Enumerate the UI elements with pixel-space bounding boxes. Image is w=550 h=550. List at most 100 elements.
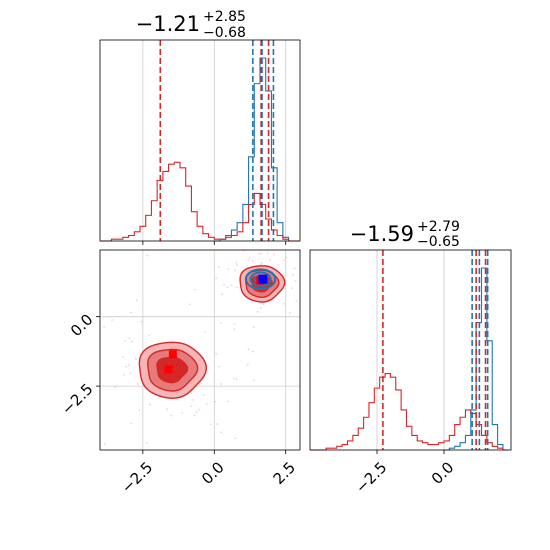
sample-point xyxy=(292,273,294,276)
blue-marker xyxy=(258,274,268,284)
sample-point xyxy=(111,319,114,321)
title-sup-1: +2.85 xyxy=(203,9,246,25)
sample-point xyxy=(215,277,218,280)
sample-point xyxy=(233,322,236,325)
red-marker-1 xyxy=(164,365,173,374)
hist-blue-series xyxy=(444,267,504,451)
title-sub-1: −0.68 xyxy=(203,25,246,41)
contour-panel-bottom-left: −2.5 0.0 2.5 −2.5 0.0 xyxy=(58,249,301,497)
sample-point xyxy=(140,320,143,323)
sample-point xyxy=(218,365,221,368)
title-main-1: −1.21 xyxy=(136,12,200,36)
sample-point xyxy=(230,284,233,287)
sample-point xyxy=(295,300,298,302)
sample-point xyxy=(248,256,251,259)
sample-point xyxy=(129,311,132,314)
top-left-title: −1.21 +2.85 −0.68 xyxy=(136,9,246,41)
sample-point xyxy=(260,263,263,266)
sample-point xyxy=(192,399,195,401)
title-main-2: −1.59 xyxy=(350,222,414,246)
sample-point xyxy=(146,254,149,257)
sample-point xyxy=(258,252,260,255)
sample-point xyxy=(103,326,105,329)
sample-point xyxy=(266,252,269,255)
sample-point xyxy=(251,260,254,262)
sample-point xyxy=(262,303,265,306)
sample-point xyxy=(135,299,138,302)
sample-point xyxy=(289,311,292,314)
sample-point xyxy=(260,252,263,255)
sample-point xyxy=(170,414,173,417)
sample-point xyxy=(103,443,106,446)
sample-point xyxy=(294,280,297,282)
sample-point xyxy=(128,337,131,340)
sample-point xyxy=(220,383,223,385)
sample-point xyxy=(205,403,208,406)
sample-point xyxy=(235,261,238,264)
x-tick-label-bl-1: 0.0 xyxy=(198,458,228,488)
sample-point xyxy=(251,350,254,353)
x-tick-label-br-1: 0.0 xyxy=(428,458,458,488)
sample-point xyxy=(194,288,196,291)
sample-point xyxy=(193,414,196,417)
sample-point xyxy=(214,400,217,403)
sample-point xyxy=(252,326,255,329)
sample-point xyxy=(235,378,238,381)
sample-point xyxy=(273,253,275,256)
sample-point xyxy=(138,409,141,412)
sample-point xyxy=(166,408,169,411)
sample-point xyxy=(188,303,191,306)
sample-point xyxy=(256,310,259,313)
red-marker-0 xyxy=(168,350,177,359)
sample-point xyxy=(198,408,200,411)
title-sub-2: −0.65 xyxy=(417,234,460,250)
sample-point xyxy=(181,412,184,414)
panel-frame xyxy=(99,39,301,242)
sample-point xyxy=(227,268,230,270)
y-tick-label-bl-0: −2.5 xyxy=(58,380,96,418)
sample-point xyxy=(247,348,250,351)
sample-point xyxy=(247,259,250,261)
histogram-panel-top-left xyxy=(99,39,301,245)
sample-point xyxy=(260,262,263,265)
x-tick-label-bl-0: −2.5 xyxy=(118,458,156,496)
bottom-right-title: −1.59 +2.79 −0.65 xyxy=(350,219,460,250)
panel-frame xyxy=(99,249,301,451)
sample-point xyxy=(217,266,220,269)
sample-point xyxy=(293,267,296,270)
sample-point xyxy=(220,431,222,434)
histogram-panel-bottom-right: −2.5 0.0 xyxy=(309,249,512,497)
blue-contour-0 xyxy=(244,268,277,290)
sample-point xyxy=(131,340,134,343)
blue-contour-1 xyxy=(249,271,272,287)
sample-point xyxy=(137,383,139,385)
sample-point xyxy=(195,411,198,413)
sample-point xyxy=(277,264,280,266)
sample-point xyxy=(233,328,236,331)
y-tick-label-bl-1: 0.0 xyxy=(67,310,97,340)
sample-point xyxy=(198,383,201,386)
sample-point xyxy=(204,330,207,333)
sample-point xyxy=(215,352,218,355)
sample-point xyxy=(285,256,288,259)
sample-point xyxy=(220,322,222,325)
sample-point xyxy=(221,293,224,296)
sample-point xyxy=(252,379,255,382)
sample-point xyxy=(128,364,130,367)
hist-blue-series xyxy=(214,57,290,242)
x-tick-label-br-0: −2.5 xyxy=(352,458,390,496)
sample-point xyxy=(122,374,125,376)
sample-point xyxy=(123,340,126,342)
sample-point xyxy=(114,386,117,388)
sample-point xyxy=(125,365,128,368)
sample-point xyxy=(269,258,272,261)
sample-point xyxy=(202,394,205,397)
sample-point xyxy=(190,405,193,408)
hist-red-series xyxy=(310,373,509,451)
sample-point xyxy=(130,422,133,425)
sample-point xyxy=(283,259,285,262)
sample-point xyxy=(135,357,137,360)
sample-point xyxy=(149,403,152,406)
sample-point xyxy=(122,356,125,358)
